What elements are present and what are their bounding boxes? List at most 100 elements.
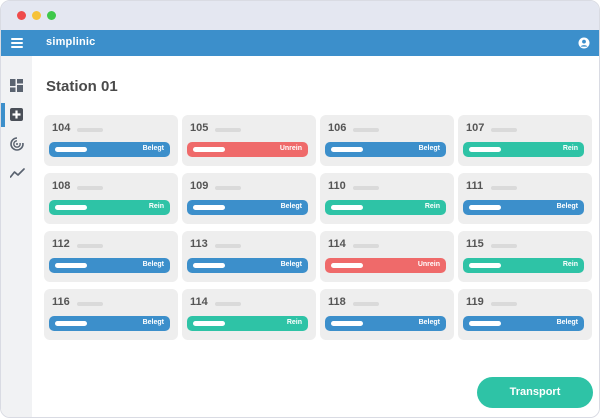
room-card[interactable]: 114 Rein [182,289,316,340]
app-title: simplinic [46,36,96,48]
page-title: Station 01 [46,78,118,95]
room-status-bar: Belegt [49,142,170,157]
room-placeholder-line [491,302,517,306]
status-placeholder-line [331,147,363,152]
room-number: 118 [328,296,346,308]
window-titlebar [1,1,599,30]
room-placeholder-line [491,244,517,248]
maximize-window-button[interactable] [47,11,56,20]
sidebar-item-stations[interactable] [1,103,32,127]
room-number: 106 [328,122,347,134]
room-card[interactable]: 107 Rein [458,115,592,166]
room-placeholder-line [77,186,103,190]
status-placeholder-line [331,205,363,210]
room-status-label: Unrein [417,261,440,268]
room-card[interactable]: 115 Rein [458,231,592,282]
room-number: 110 [328,180,346,192]
status-placeholder-line [55,263,87,268]
status-placeholder-line [193,263,225,268]
dashboard-icon [10,79,23,92]
status-placeholder-line [331,321,363,326]
room-status-label: Rein [562,261,578,268]
minimize-window-button[interactable] [32,11,41,20]
room-status-label: Belegt [556,319,578,326]
room-number: 108 [52,180,71,192]
transport-button[interactable]: Transport [477,377,593,408]
room-number: 115 [466,238,484,250]
status-placeholder-line [193,147,225,152]
status-placeholder-line [469,263,501,268]
status-placeholder-line [55,205,87,210]
room-number: 114 [190,296,208,308]
room-number: 112 [52,238,70,250]
room-card[interactable]: 109 Belegt [182,173,316,224]
room-status-label: Belegt [556,203,578,210]
app-bar: simplinic [1,30,599,56]
room-number: 113 [190,238,208,250]
room-status-bar: Belegt [49,316,170,331]
status-placeholder-line [55,321,87,326]
room-status-bar: Belegt [325,142,446,157]
room-placeholder-line [77,128,103,132]
status-placeholder-line [193,321,225,326]
room-card[interactable]: 119 Belegt [458,289,592,340]
room-placeholder-line [353,302,379,306]
room-status-bar: Belegt [187,258,308,273]
room-card[interactable]: 112 Belegt [44,231,178,282]
room-status-bar: Rein [325,200,446,215]
room-status-bar: Belegt [187,200,308,215]
room-number: 114 [328,238,346,250]
user-account-icon[interactable] [578,37,590,49]
room-status-bar: Belegt [325,316,446,331]
room-card[interactable]: 118 Belegt [320,289,454,340]
room-card[interactable]: 106 Belegt [320,115,454,166]
room-card[interactable]: 113 Belegt [182,231,316,282]
room-placeholder-line [77,244,103,248]
room-number: 119 [466,296,484,308]
room-placeholder-line [353,186,379,190]
room-status-label: Rein [148,203,164,210]
room-status-bar: Belegt [463,316,584,331]
room-status-bar: Rein [49,200,170,215]
status-placeholder-line [193,205,225,210]
room-number: 105 [190,122,209,134]
room-card[interactable]: 105 Unrein [182,115,316,166]
sidebar-item-dashboard[interactable] [1,74,32,98]
status-placeholder-line [331,263,363,268]
room-status-label: Belegt [418,319,440,326]
room-card[interactable]: 114 Unrein [320,231,454,282]
room-placeholder-line [77,302,103,306]
room-status-bar: Unrein [187,142,308,157]
room-status-label: Belegt [142,261,164,268]
sidebar [1,56,32,417]
room-status-bar: Rein [463,258,584,273]
room-card[interactable]: 110 Rein [320,173,454,224]
trend-line-icon [10,168,25,178]
room-placeholder-line [215,128,241,132]
status-placeholder-line [469,321,501,326]
sidebar-item-monitor[interactable] [1,132,32,156]
room-card[interactable]: 104 Belegt [44,115,178,166]
room-card[interactable]: 111 Belegt [458,173,592,224]
main-content: Station 01 104 Belegt 105 Unrein 106 Belegt 10… [32,56,599,417]
room-placeholder-line [215,302,241,306]
room-status-bar: Belegt [463,200,584,215]
plus-square-icon [10,108,23,121]
menu-icon[interactable] [11,38,23,48]
room-card[interactable]: 116 Belegt [44,289,178,340]
room-number: 116 [52,296,70,308]
room-status-label: Belegt [280,261,302,268]
status-placeholder-line [55,147,87,152]
room-placeholder-line [491,186,517,190]
room-status-label: Rein [286,319,302,326]
sidebar-item-statistics[interactable] [1,162,32,186]
room-placeholder-line [491,128,517,132]
room-placeholder-line [215,186,241,190]
close-window-button[interactable] [17,11,26,20]
room-status-bar: Unrein [325,258,446,273]
room-status-label: Belegt [142,319,164,326]
status-placeholder-line [469,205,501,210]
room-card[interactable]: 108 Rein [44,173,178,224]
room-status-bar: Rein [187,316,308,331]
